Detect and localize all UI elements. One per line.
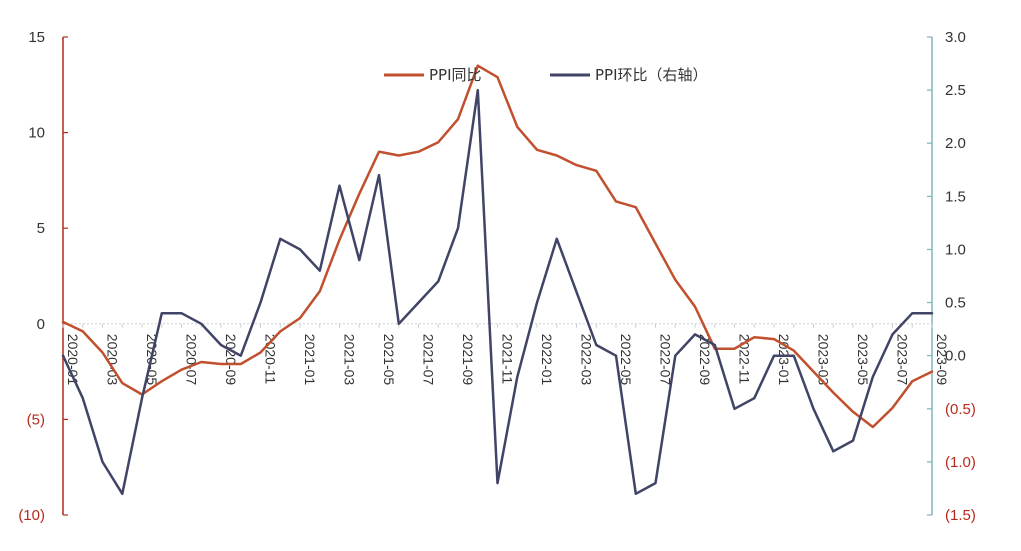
right-tick-label: 1.5 (945, 188, 966, 205)
x-tick-label: 2023-09 (934, 334, 950, 386)
right-tick-label: (0.5) (945, 401, 976, 418)
right-tick-label: (1.5) (945, 507, 976, 524)
x-tick-label: 2021-09 (460, 334, 476, 386)
x-tick-label: 2023-03 (816, 334, 832, 386)
right-tick-label: 0.0 (945, 348, 966, 365)
x-tick-label: 2020-09 (223, 334, 239, 386)
x-tick-label: 2021-01 (302, 334, 318, 386)
x-tick-label: 2022-03 (579, 334, 595, 386)
x-tick-label: 2023-07 (895, 334, 911, 386)
x-tick-label: 2021-05 (381, 334, 397, 386)
axes: 15 10 5 0 (5) (10) 3.0 2.5 2.0 1.5 1.0 0.5 0.0 (0.5) (… (18, 29, 976, 524)
x-tick-label: 2022-01 (539, 334, 555, 386)
left-tick-label: 15 (28, 29, 45, 46)
left-tick-label: 5 (37, 220, 45, 237)
legend: PPI同比 PPI环比（右轴） (384, 66, 708, 84)
series-lines (61, 64, 934, 496)
series-line-ppi-yoy (61, 64, 934, 429)
x-tick-label: 2021-07 (421, 334, 437, 386)
right-tick-label: 0.5 (945, 295, 966, 312)
right-tick-label: 2.5 (945, 82, 966, 99)
x-tick-label: 2020-01 (65, 334, 81, 386)
left-tick-label: (10) (18, 507, 45, 524)
right-tick-label: 2.0 (945, 135, 966, 152)
x-tick-label: 2020-07 (184, 334, 200, 386)
left-tick-label: 0 (37, 316, 45, 333)
right-tick-label: 1.0 (945, 241, 966, 258)
x-tick-label: 2021-03 (342, 334, 358, 386)
legend-label-mom: PPI环比（右轴） (595, 66, 708, 84)
left-tick-label: (5) (27, 411, 45, 428)
x-tick-label: 2022-11 (737, 334, 753, 385)
x-tick-label: 2022-05 (618, 334, 634, 386)
left-tick-label: 10 (28, 125, 45, 142)
x-tick-label: 2023-05 (855, 334, 871, 386)
right-tick-label: 3.0 (945, 29, 966, 46)
x-tick-label: 2022-09 (697, 334, 713, 386)
right-tick-label: (1.0) (945, 454, 976, 471)
x-tick-label: 2021-11 (500, 334, 516, 385)
series-line-ppi-mom (61, 88, 934, 496)
x-tick-label: 2022-07 (658, 334, 674, 386)
legend-label-yoy: PPI同比 (429, 66, 482, 84)
